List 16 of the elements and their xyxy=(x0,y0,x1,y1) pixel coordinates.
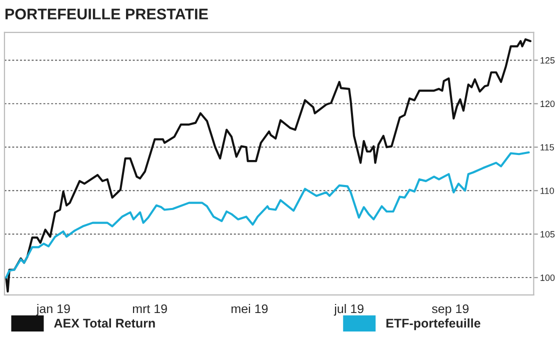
y-tick-label: 105 xyxy=(540,231,555,238)
chart-title: PORTEFEUILLE PRESTATIE xyxy=(6,8,208,20)
x-tick-label: mei 19 xyxy=(232,304,268,314)
x-tick-label: sep 19 xyxy=(432,304,469,316)
legend-label: AEX Total Return xyxy=(54,318,155,328)
x-tick-label: jul 19 xyxy=(334,304,364,316)
line-series xyxy=(5,38,532,293)
y-tick-label: 125 xyxy=(540,57,555,64)
line-series xyxy=(5,151,530,279)
y-tick-label: 110 xyxy=(540,188,554,194)
legend-label: ETF-portefeuille xyxy=(386,318,480,330)
x-tick-label: mrt 19 xyxy=(132,304,167,314)
y-tick-label: 100 xyxy=(540,274,555,281)
x-tick-label: jan 19 xyxy=(36,304,70,316)
y-tick-label: 120 xyxy=(540,100,555,108)
y-tick-label: 115 xyxy=(540,144,554,151)
